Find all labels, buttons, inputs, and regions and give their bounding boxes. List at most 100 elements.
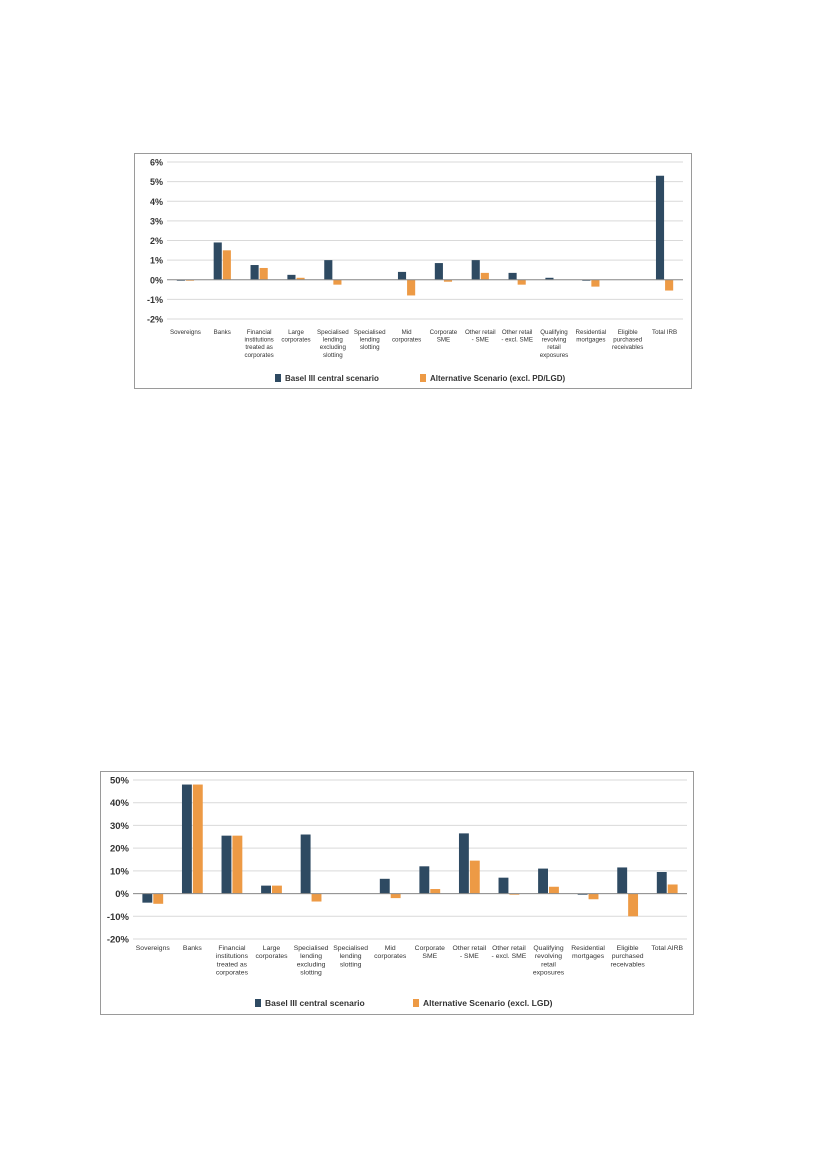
chart-2-bar — [192, 784, 203, 894]
chart-2-category-label: retail — [541, 961, 556, 968]
chart-2-bar — [419, 866, 430, 894]
chart-1-bar — [655, 175, 665, 280]
chart-1-category-label: retail — [547, 344, 560, 351]
chart-1-category-label: Eligible — [618, 329, 639, 336]
chart-2-category-label: revolving — [535, 953, 562, 960]
chart-2-category-label: corporates — [216, 970, 249, 977]
chart-1-category-label: mortgages — [576, 337, 605, 344]
chart-2-legend-swatch — [255, 999, 261, 1007]
chart-2-bar — [549, 886, 559, 894]
chart-2-bar — [272, 885, 282, 894]
chart-2-category-label: - SME — [460, 953, 479, 960]
chart-1-category-label: Residential — [576, 329, 607, 336]
chart-1-legend-label: Alternative Scenario (excl. PD/LGD) — [430, 374, 565, 383]
chart-1-bar — [296, 277, 305, 280]
chart-2-category-label: lending — [340, 953, 362, 960]
chart-2-category-label: treated as — [217, 961, 248, 968]
chart-2-category-label: Mid — [385, 945, 396, 952]
chart-1-category-label: Financial — [247, 329, 272, 336]
chart-2-bar — [379, 878, 390, 894]
chart-1-category-label: Total IRB — [652, 329, 677, 336]
chart-1-bar — [324, 260, 333, 280]
chart-1-plot: 6% 5% 4% 3% 2% 1% 0% -1% -2% Sovereigns Banks Finan… — [147, 158, 683, 383]
chart-1-category-label: Mid — [402, 329, 413, 336]
chart-2-bar — [458, 833, 469, 894]
chart-1-y-tick-label: -1% — [147, 295, 163, 305]
chart-2-category-label: exposures — [533, 970, 565, 977]
chart-1-y-tick-label: 6% — [150, 158, 163, 168]
chart-2-category-label: corporates — [374, 953, 407, 960]
chart-2-y-tick-label: -20% — [107, 935, 130, 946]
chart-2-bar — [498, 877, 509, 894]
chart-2-category-label: institutions — [216, 953, 249, 960]
chart-2-category-label: Eligible — [617, 945, 639, 952]
chart-1-category-label: excluding — [320, 344, 347, 351]
chart-2-bar — [617, 867, 628, 894]
chart-1-category-label: slotting — [360, 344, 380, 351]
chart-1-y-tick-label: 2% — [150, 236, 163, 246]
chart-1-category-label: SME — [437, 337, 450, 344]
chart-2-category-label: corporates — [255, 953, 288, 960]
chart-1-bar — [591, 279, 600, 287]
chart-2-bar — [469, 860, 480, 894]
chart-2-category-label: purchased — [612, 953, 644, 960]
chart-1-category-label: exposures — [540, 352, 569, 359]
chart-2-bar — [588, 893, 599, 900]
chart-1-category-label: treated as — [245, 344, 273, 351]
chart-2-category-label: slotting — [300, 970, 322, 977]
chart-2-bar — [628, 893, 639, 917]
chart-1-bar — [665, 279, 674, 291]
chart-1-y-tick-label: 1% — [150, 256, 163, 266]
chart-2-legend-label: Alternative Scenario (excl. LGD) — [423, 998, 553, 1008]
chart-2-category-label: Other retail — [492, 945, 526, 952]
chart-2-category-label: lending — [300, 953, 322, 960]
chart-1-category-label: lending — [323, 337, 344, 344]
chart-1-category-label: Banks — [214, 329, 231, 336]
chart-2-category-label: excluding — [297, 961, 326, 968]
chart-2-legend-swatch — [413, 999, 419, 1007]
chart-1-category-label: receivables — [612, 344, 643, 351]
chart-2-y-tick-label: -10% — [107, 912, 130, 923]
chart-2-bar — [667, 884, 678, 894]
chart-2-category-label: slotting — [340, 961, 362, 968]
chart-2-y-tick-label: 40% — [110, 798, 130, 809]
chart-1-category-label: Other retail — [465, 329, 496, 336]
chart-1-category-label: slotting — [323, 352, 343, 359]
chart-2-y-tick-label: 0% — [115, 889, 129, 900]
chart-1-category-label: Specialised — [317, 329, 349, 336]
chart-2-y-tick-label: 30% — [110, 821, 130, 832]
chart-1-bar — [213, 242, 222, 280]
chart-1-category-label: corporates — [281, 337, 310, 344]
chart-2-bar — [142, 893, 153, 903]
chart-2-category-label: Large — [263, 945, 281, 952]
chart-1-category-label: Specialised — [354, 329, 386, 336]
chart-1-bar — [480, 272, 489, 280]
chart-1-bar — [517, 279, 526, 285]
chart-2-bar — [300, 834, 311, 894]
chart-1-bar — [333, 279, 342, 285]
chart-2-bar — [261, 885, 271, 894]
chart-2-category-label: Residential — [571, 945, 605, 952]
chart-2-category-label: Qualifying — [533, 945, 563, 952]
chart-1-category-label: Qualifying — [540, 329, 568, 336]
chart-1-category-label: Corporate — [430, 329, 458, 336]
chart-1-category-label: corporates — [245, 352, 274, 359]
chart-1-bar — [287, 274, 296, 280]
chart-2-category-label: Specialised — [333, 945, 368, 952]
chart-1-bar — [222, 250, 231, 280]
chart-1-bar — [508, 272, 517, 280]
chart-1-y-tick-label: 5% — [150, 177, 163, 187]
chart-1-category-label: lending — [360, 337, 381, 344]
chart-2-category-label: Sovereigns — [136, 945, 171, 952]
chart-1-bar — [259, 267, 268, 280]
chart-1: 6% 5% 4% 3% 2% 1% 0% -1% -2% Sovereigns Banks Finan… — [134, 153, 692, 389]
chart-2-category-label: mortgages — [572, 953, 605, 960]
chart-2-category-label: Corporate — [415, 945, 445, 952]
chart-2-category-label: Banks — [183, 945, 202, 952]
chart-1-y-tick-label: 4% — [150, 197, 163, 207]
chart-1-category-label: institutions — [245, 337, 274, 344]
chart-2-bar — [153, 893, 164, 904]
chart-1-y-tick-label: -2% — [147, 315, 163, 325]
chart-1-category-label: - SME — [472, 337, 489, 344]
chart-2-bar — [181, 784, 192, 894]
